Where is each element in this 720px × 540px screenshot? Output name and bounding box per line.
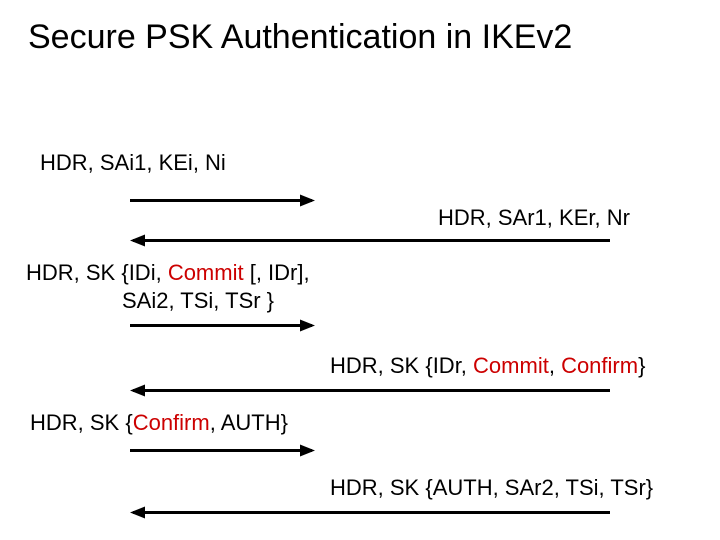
message-text: Confirm — [133, 410, 210, 435]
message-label: HDR, SK {IDr, Commit, Confirm} — [330, 353, 645, 379]
message-label: HDR, SK {Confirm, AUTH} — [30, 410, 288, 436]
arrow-right-icon — [129, 191, 316, 210]
message-text: Commit — [473, 353, 549, 378]
message-label: HDR, SAi1, KEi, Ni — [40, 150, 226, 176]
message-text: Commit — [168, 260, 250, 285]
arrow-right-icon — [129, 441, 316, 460]
message-text: [, IDr], — [250, 260, 310, 285]
arrow-left-icon — [129, 503, 611, 522]
arrow-right-icon — [129, 316, 316, 335]
message-text: , — [549, 353, 561, 378]
message-text: HDR, SAi1, KEi, Ni — [40, 150, 226, 175]
message-text: , AUTH} — [210, 410, 288, 435]
message-text: HDR, SAr1, KEr, Nr — [438, 205, 630, 230]
message-label: SAi2, TSi, TSr } — [122, 288, 274, 314]
arrow-left-icon — [129, 381, 611, 400]
message-text: HDR, SK {IDr, — [330, 353, 473, 378]
message-text: Confirm — [561, 353, 638, 378]
page-title: Secure PSK Authentication in IKEv2 — [28, 18, 572, 57]
message-text: HDR, SK {AUTH, SAr2, TSi, TSr} — [330, 475, 653, 500]
message-text: HDR, SK { — [30, 410, 133, 435]
arrow-left-icon — [129, 231, 611, 250]
message-text: } — [638, 353, 645, 378]
message-text: HDR, SK {IDi, — [26, 260, 168, 285]
message-text: SAi2, TSi, TSr } — [122, 288, 274, 313]
message-label: HDR, SAr1, KEr, Nr — [438, 205, 630, 231]
message-label: HDR, SK {AUTH, SAr2, TSi, TSr} — [330, 475, 653, 501]
message-label: HDR, SK {IDi, Commit [, IDr], — [26, 260, 310, 286]
